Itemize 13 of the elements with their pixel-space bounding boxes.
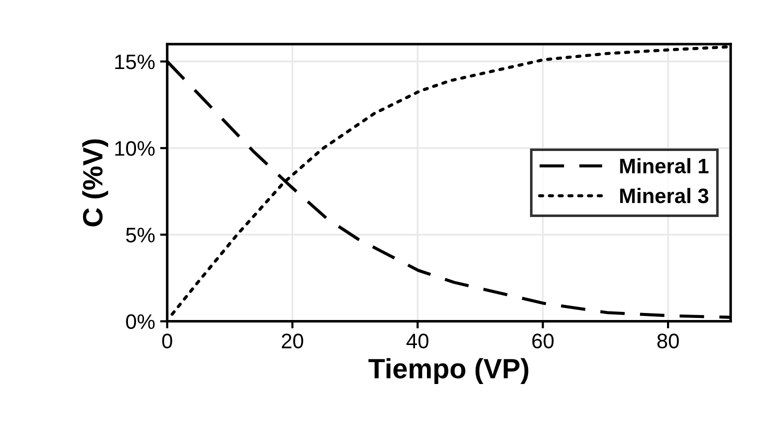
x-axis-title: Tiempo (VP) <box>368 358 528 384</box>
x-tick-label: 60 <box>532 334 554 348</box>
y-tick-label: 15% <box>115 54 155 70</box>
y-tick-label: 10% <box>115 141 155 156</box>
legend-label: Mineral 3 <box>620 188 708 204</box>
x-tick-label: 80 <box>657 334 679 348</box>
y-tick-label: 0% <box>126 314 155 330</box>
x-tick-label: 0 <box>162 334 172 348</box>
x-tick-label: 40 <box>406 334 428 348</box>
x-tick-label: 20 <box>282 334 304 348</box>
y-tick-label: 5% <box>126 228 155 242</box>
y-axis-title: C (%V) <box>82 139 108 226</box>
legend-label: Mineral 1 <box>620 158 709 174</box>
